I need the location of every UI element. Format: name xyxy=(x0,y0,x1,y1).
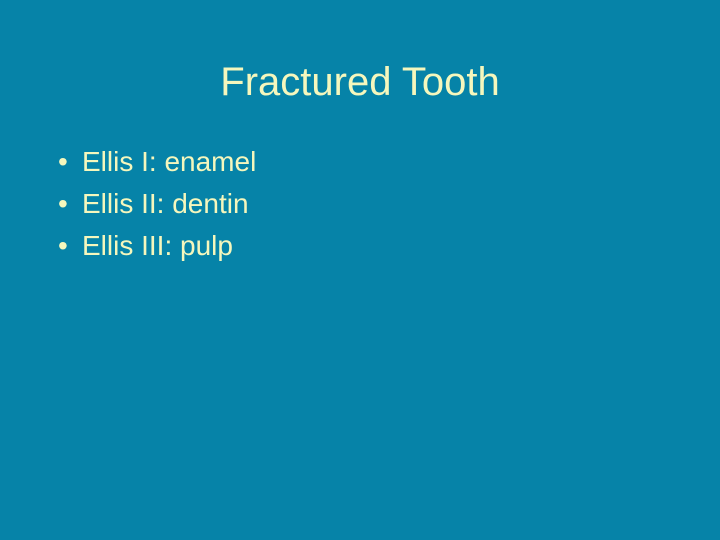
list-item: Ellis III: pulp xyxy=(58,227,720,265)
list-item: Ellis I: enamel xyxy=(58,143,720,181)
slide-title: Fractured Tooth xyxy=(0,0,720,143)
list-item: Ellis II: dentin xyxy=(58,185,720,223)
bullet-list: Ellis I: enamel Ellis II: dentin Ellis I… xyxy=(0,143,720,264)
slide-container: Fractured Tooth Ellis I: enamel Ellis II… xyxy=(0,0,720,540)
